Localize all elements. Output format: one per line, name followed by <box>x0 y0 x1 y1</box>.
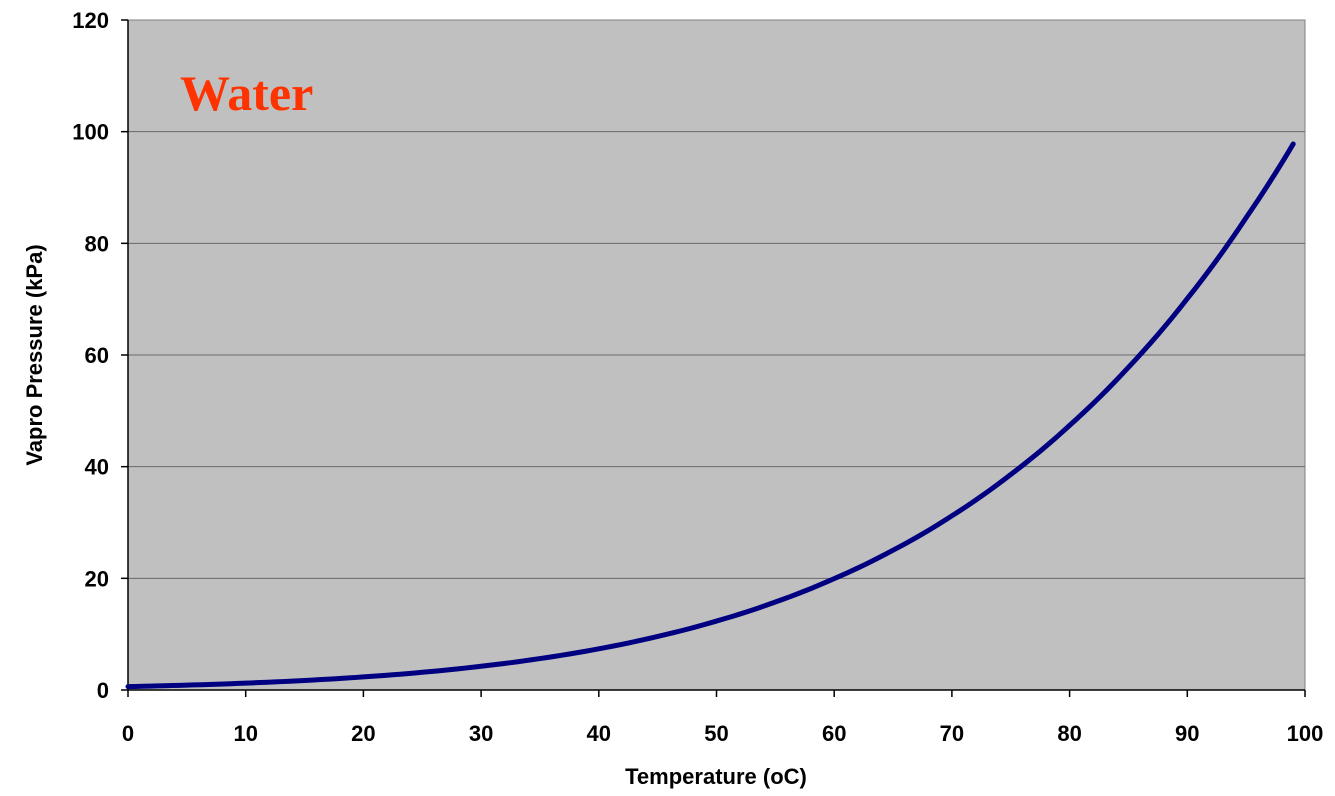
y-axis-title: Vapro Pressure (kPa) <box>22 244 47 465</box>
x-tick-label: 0 <box>122 721 134 746</box>
y-tick-label: 60 <box>85 343 109 368</box>
y-tick-label: 120 <box>72 8 109 33</box>
x-tick-label: 100 <box>1287 721 1324 746</box>
y-tick-label: 0 <box>97 678 109 703</box>
x-tick-label: 40 <box>587 721 611 746</box>
x-tick-label: 30 <box>469 721 493 746</box>
x-tick-label: 50 <box>704 721 728 746</box>
y-tick-label: 20 <box>85 566 109 591</box>
x-tick-label: 20 <box>351 721 375 746</box>
vapor-pressure-line <box>125 141 1296 690</box>
y-ticks: 0 20 40 60 80 100 120 <box>72 8 128 703</box>
x-ticks: 0 10 20 30 40 50 60 70 80 90 100 <box>122 690 1323 746</box>
x-tick-label: 10 <box>233 721 257 746</box>
x-tick-label: 90 <box>1175 721 1199 746</box>
water-annotation: Water <box>180 65 313 121</box>
y-tick-label: 80 <box>85 231 109 256</box>
x-tick-label: 80 <box>1057 721 1081 746</box>
y-tick-label: 40 <box>85 455 109 480</box>
x-tick-label: 70 <box>940 721 964 746</box>
x-axis-title: Temperature (oC) <box>625 764 807 789</box>
y-tick-label: 100 <box>72 120 109 145</box>
grid-lines <box>128 131 1305 579</box>
x-tick-label: 60 <box>822 721 846 746</box>
